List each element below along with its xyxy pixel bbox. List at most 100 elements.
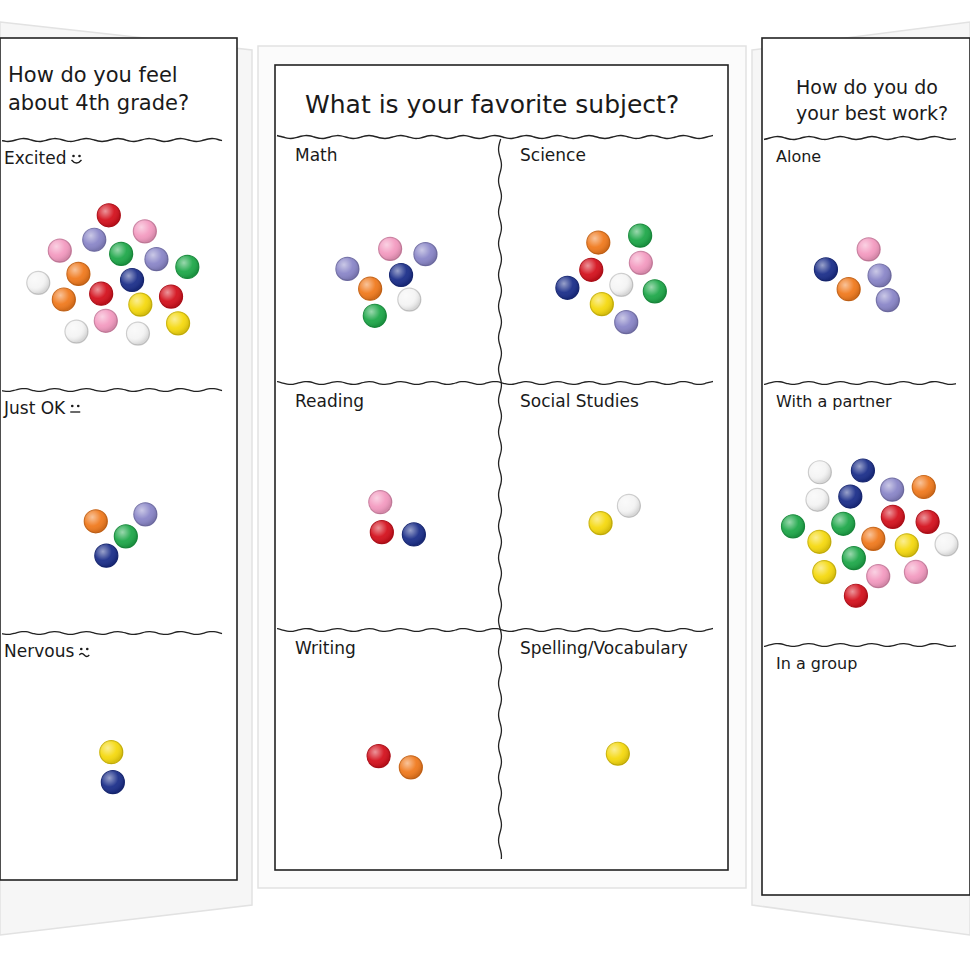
- pom-pom: [782, 515, 805, 538]
- pom-pom: [129, 293, 152, 316]
- pom-pom-shine: [808, 461, 831, 484]
- pom-pom: [27, 271, 50, 294]
- panel-frame: [275, 65, 728, 870]
- pom-pom-shine: [876, 289, 899, 312]
- panel-title: How do you feelabout 4th grade?: [8, 63, 189, 115]
- pom-pom-shine: [895, 534, 918, 557]
- pom-pom: [589, 512, 612, 535]
- title-rule: [764, 137, 956, 140]
- pom-pom: [399, 756, 422, 779]
- pom-pom-shine: [881, 478, 904, 501]
- pom-pom-shine: [402, 523, 425, 546]
- pom-pom-shine: [100, 741, 123, 764]
- option-label: Spelling/Vocabulary: [520, 638, 688, 658]
- face-eye: [80, 648, 83, 651]
- pom-pom: [95, 544, 118, 567]
- pom-pom: [100, 741, 123, 764]
- pom-pom-shine: [615, 311, 638, 334]
- face-eye: [86, 648, 89, 651]
- pom-pom-shine: [629, 224, 652, 247]
- face-mouth: [72, 160, 82, 163]
- pom-pom-shine: [83, 228, 106, 251]
- pom-pom: [876, 289, 899, 312]
- title-rule: [277, 135, 713, 138]
- panel-title-line: What is your favorite subject?: [305, 90, 679, 119]
- pom-pom: [837, 278, 860, 301]
- pom-pom: [398, 288, 421, 311]
- pom-pom: [590, 293, 613, 316]
- pom-pom-shine: [832, 512, 855, 535]
- pom-pom-shine: [587, 231, 610, 254]
- pom-pom: [133, 220, 156, 243]
- panel-title-line: How do you do: [796, 76, 938, 98]
- pom-pom-layer: [336, 224, 666, 779]
- pom-pom: [52, 288, 75, 311]
- pom-pom-shine: [121, 269, 144, 292]
- option-label: Social Studies: [520, 391, 639, 411]
- option-label: With a partner: [776, 392, 892, 411]
- pom-pom-shine: [589, 512, 612, 535]
- pom-pom-shine: [176, 255, 199, 278]
- pom-pom: [556, 276, 579, 299]
- pom-pom-shine: [94, 309, 117, 332]
- pom-pom: [114, 525, 137, 548]
- pom-pom-shine: [390, 264, 413, 287]
- pom-pom: [121, 269, 144, 292]
- pom-pom: [369, 491, 392, 514]
- pom-pom: [610, 273, 633, 296]
- face-icon: [72, 155, 82, 163]
- panel-title-line: your best work?: [796, 102, 948, 124]
- pom-pom: [643, 280, 666, 303]
- pom-pom: [167, 312, 190, 335]
- pom-pom: [83, 228, 106, 251]
- pom-pom-shine: [782, 515, 805, 538]
- option-label: Just OK: [3, 398, 66, 418]
- pom-pom-shine: [27, 271, 50, 294]
- board-panel: [258, 46, 746, 888]
- pom-pom: [862, 527, 885, 550]
- pom-pom-shine: [398, 288, 421, 311]
- pom-pom: [839, 485, 862, 508]
- pom-pom: [145, 248, 168, 271]
- pom-pom: [97, 204, 120, 227]
- pom-pom: [857, 238, 880, 261]
- pom-pom: [813, 561, 836, 584]
- option-label: Nervous: [4, 641, 74, 661]
- pom-pom: [379, 237, 402, 260]
- pom-pom-shine: [97, 204, 120, 227]
- pom-pom: [935, 533, 958, 556]
- pom-pom: [916, 510, 939, 533]
- pom-pom-shine: [48, 239, 71, 262]
- pom-pom: [629, 251, 652, 274]
- face-icon: [79, 648, 89, 657]
- option-label: Science: [520, 145, 586, 165]
- pom-pom-shine: [606, 742, 629, 765]
- pom-pom: [617, 494, 640, 517]
- pom-pom-shine: [126, 322, 149, 345]
- pom-pom: [84, 510, 107, 533]
- survey-panel: How do you feelabout 4th grade?ExcitedJu…: [0, 38, 237, 880]
- pom-pom-shine: [868, 264, 891, 287]
- row-rule: [764, 382, 956, 385]
- face-eye: [78, 155, 81, 158]
- pom-pom: [851, 459, 874, 482]
- pom-pom-shine: [129, 293, 152, 316]
- pom-pom-shine: [629, 251, 652, 274]
- pom-pom-shine: [813, 561, 836, 584]
- row-rule: [764, 644, 956, 647]
- pom-pom-shine: [110, 242, 133, 265]
- pom-pom-shine: [359, 277, 382, 300]
- pom-pom-shine: [862, 527, 885, 550]
- pom-pom: [844, 584, 867, 607]
- pom-pom-shine: [414, 243, 437, 266]
- pom-pom: [842, 547, 865, 570]
- pom-pom: [580, 258, 603, 281]
- pom-pom: [615, 311, 638, 334]
- option-label: Alone: [776, 147, 821, 166]
- pom-pom-shine: [808, 530, 831, 553]
- option-label: Writing: [295, 638, 356, 658]
- pom-pom: [176, 255, 199, 278]
- pom-pom: [912, 475, 935, 498]
- pom-pom: [606, 742, 629, 765]
- pom-pom-shine: [101, 771, 124, 794]
